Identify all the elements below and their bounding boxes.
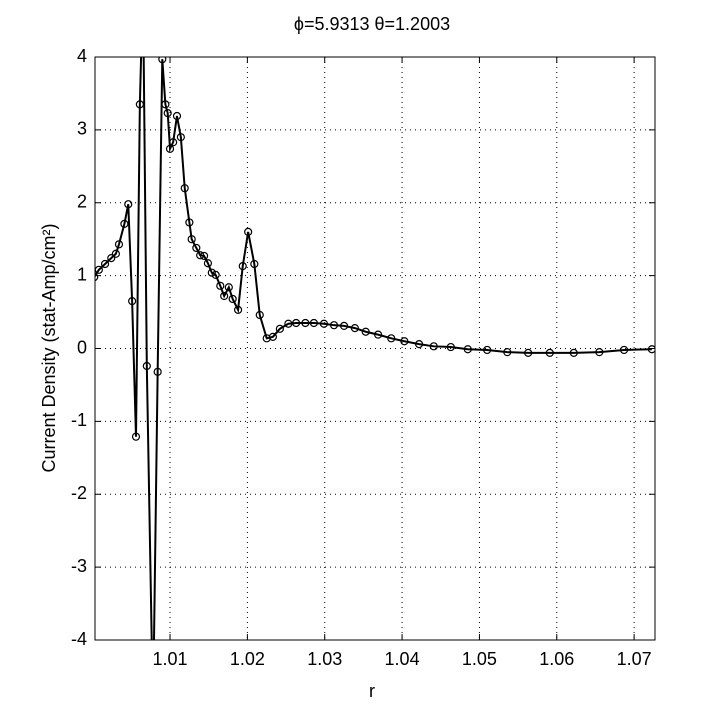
- data-point: [339, 321, 349, 331]
- data-point: [284, 319, 293, 328]
- data-point: [309, 318, 318, 328]
- data-point: [161, 100, 170, 109]
- data-point: [373, 330, 383, 339]
- y-tick-label: 1: [77, 264, 87, 284]
- data-point: [545, 348, 554, 357]
- data-point: [192, 243, 201, 253]
- data-point: [124, 200, 133, 209]
- grid: [95, 56, 655, 641]
- data-point: [619, 345, 629, 355]
- y-tick-label: 2: [77, 192, 87, 212]
- data-point: [111, 249, 120, 258]
- data-point: [292, 318, 301, 328]
- data-point: [463, 345, 472, 354]
- data-point: [187, 235, 196, 244]
- x-tick-label: 1.03: [307, 649, 342, 669]
- data-point: [120, 219, 129, 228]
- data-point: [135, 100, 144, 109]
- data-point: [329, 321, 339, 330]
- y-tick-label: -1: [71, 410, 87, 430]
- data-point: [185, 218, 194, 227]
- data-point: [268, 332, 278, 341]
- data-point: [131, 432, 141, 441]
- data-point: [153, 367, 162, 376]
- y-tick-label: 3: [77, 119, 87, 139]
- data-point: [224, 283, 233, 292]
- x-tick-label: 1.02: [230, 649, 265, 669]
- data-point: [128, 297, 137, 306]
- x-tick-label: 1.05: [462, 649, 497, 669]
- data-point: [203, 259, 213, 268]
- data-point: [220, 291, 229, 301]
- x-tick-label: 1.04: [385, 649, 420, 669]
- data-point: [446, 342, 455, 352]
- data-point: [361, 327, 370, 336]
- x-tick-label: 1.01: [153, 649, 188, 669]
- data-point: [595, 348, 604, 357]
- data-point: [169, 138, 178, 147]
- data-point: [176, 133, 185, 142]
- data-point: [255, 310, 264, 320]
- data-point: [483, 345, 492, 355]
- data-point: [100, 259, 110, 269]
- data-point: [233, 305, 243, 314]
- data-point: [114, 240, 124, 249]
- data-point: [350, 323, 359, 333]
- data-point: [142, 361, 151, 371]
- plot: [95, 57, 655, 640]
- data-point: [387, 334, 396, 343]
- data-point: [196, 251, 205, 260]
- data-point: [244, 227, 253, 236]
- data-point: [107, 254, 116, 263]
- data-point: [319, 319, 329, 328]
- y-tick-label: -3: [71, 556, 87, 576]
- y-tick-label: -2: [71, 483, 87, 503]
- data-point: [180, 184, 189, 193]
- data-point: [503, 348, 512, 357]
- x-tick-label: 1.07: [617, 649, 652, 669]
- data-point: [524, 348, 533, 357]
- data-point: [414, 340, 424, 349]
- data-point: [569, 348, 578, 357]
- y-tick-label: 4: [77, 46, 87, 66]
- data-point: [211, 270, 220, 279]
- chart-title: ϕ=5.9313 θ=1.2003: [294, 14, 450, 34]
- data-point: [95, 273, 99, 282]
- x-axis-label: r: [369, 681, 375, 701]
- data-point: [275, 324, 284, 333]
- data-point: [647, 345, 655, 354]
- data-point: [163, 109, 172, 118]
- data-point: [228, 294, 237, 304]
- y-axis-label: Current Density (stat-Amp/cm²): [39, 223, 59, 472]
- data-point: [158, 57, 167, 64]
- data-point: [429, 342, 438, 351]
- x-tick-label: 1.06: [539, 649, 574, 669]
- data-point: [250, 259, 259, 269]
- data-point: [172, 111, 182, 121]
- y-tick-label: -4: [71, 629, 87, 649]
- data-point: [199, 251, 209, 261]
- data-point: [165, 144, 175, 153]
- series-line: [95, 57, 652, 640]
- data-point: [301, 318, 310, 328]
- data-point: [238, 262, 247, 271]
- y-tick-label: 0: [77, 337, 87, 357]
- data-point: [400, 337, 409, 346]
- data-point: [216, 281, 225, 290]
